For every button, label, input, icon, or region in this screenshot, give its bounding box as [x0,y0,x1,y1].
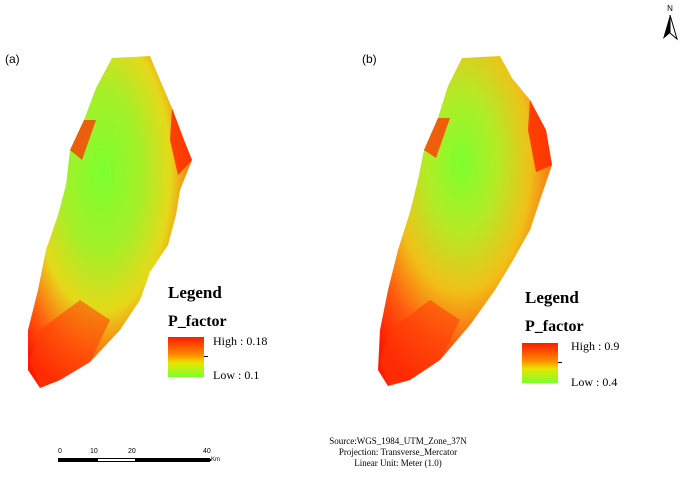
source-line-2: Projection: Transverse_Mercator [338,447,458,457]
region-shape-a [28,56,192,388]
scale-tick-20: 20 [128,448,136,455]
legend-b-high: High : 0.9 [571,339,620,353]
legend-b-title: Legend [525,288,579,307]
north-label: N [667,4,673,13]
panel-a-label: (a) [5,52,20,66]
scale-tick-10: 10 [90,448,98,455]
legend-b-ramp-tick [558,362,562,363]
region-shape-b [378,56,552,386]
source-line-3: Linear Unit: Meter (1.0) [354,458,442,468]
legend-a-high: High : 0.18 [213,334,268,348]
scale-tick-40: 40 [203,448,211,455]
panel-b-label: (b) [362,52,377,66]
legend-b-color-ramp [522,343,558,383]
legend-a-low: Low : 0.1 [213,368,260,382]
source-line-1: Source:WGS_1984_UTM_Zone_37N [329,436,467,446]
legend-b-field: P_factor [525,318,584,335]
north-arrow-icon [663,14,678,41]
legend-a-title: Legend [168,283,222,302]
legend-a-ramp-tick [204,356,208,357]
source-info: Source:WGS_1984_UTM_Zone_37N Projection:… [318,436,478,469]
legend-a-field: P_factor [168,313,227,330]
legend-b-low: Low : 0.4 [571,375,618,389]
scale-bar-graphic [58,458,211,462]
north-arrow: N [660,4,680,44]
scale-tick-0: 0 [58,448,62,455]
scale-bar: 0 10 20 40 Km [50,448,240,472]
scale-unit: Km [211,457,220,463]
legend-a-color-ramp [168,337,204,377]
